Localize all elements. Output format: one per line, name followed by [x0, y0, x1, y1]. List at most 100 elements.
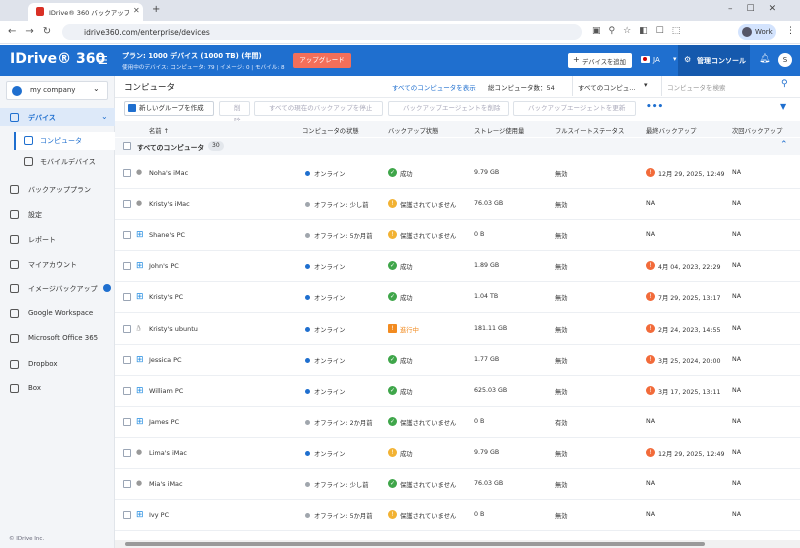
- full-suite: 無効: [555, 295, 568, 303]
- backup-icon: ✓: [388, 385, 397, 395]
- delete-button[interactable]: 削除: [219, 101, 250, 125]
- row-checkbox[interactable]: [123, 324, 131, 333]
- scrollbar-thumb[interactable]: [125, 542, 705, 546]
- row-checkbox[interactable]: [123, 355, 131, 364]
- logo[interactable]: IDrive® 360: [10, 51, 106, 67]
- nav-item[interactable]: イメージバックアップ: [28, 285, 98, 293]
- app-header: [0, 45, 800, 76]
- search-input[interactable]: コンピュータを検索: [667, 84, 726, 92]
- stop-backups: すべての現在のバックアップを停止: [269, 104, 373, 112]
- row-checkbox[interactable]: [123, 480, 131, 488]
- menu[interactable]: ⋮: [786, 26, 795, 36]
- column-header[interactable]: 名前 ↑: [149, 128, 169, 135]
- group-checkbox[interactable]: [123, 142, 131, 150]
- storage: 1.04 TB: [474, 293, 499, 301]
- row-divider: [115, 343, 800, 345]
- profile-avatar: [742, 27, 752, 37]
- row-divider: [115, 188, 800, 189]
- address-bar[interactable]: [62, 24, 582, 40]
- storage: 0 B: [474, 231, 485, 239]
- column-header[interactable]: 次回バックアップ: [732, 128, 783, 135]
- column-header[interactable]: コンピュータの状態: [302, 128, 359, 135]
- last-backup: NA: [646, 511, 656, 519]
- device-name[interactable]: Mia's iMac: [149, 480, 183, 488]
- device-name[interactable]: John's PC: [149, 262, 179, 271]
- update-agent-button[interactable]: バックアップエージェントを更新: [513, 101, 636, 116]
- row-checkbox[interactable]: [123, 448, 131, 457]
- tab-close[interactable]: ✕: [133, 6, 140, 15]
- nav-item[interactable]: デバイス: [28, 114, 56, 122]
- admin-console-tab[interactable]: [678, 45, 750, 76]
- nav-item[interactable]: レポート: [28, 236, 56, 244]
- storage: 76.03 GB: [474, 200, 504, 208]
- next-backup: NA: [732, 480, 742, 487]
- search-button[interactable]: ⚲: [781, 79, 788, 89]
- device-name[interactable]: Kristy's iMac: [149, 200, 190, 209]
- add-device-button[interactable]: [568, 53, 632, 68]
- nav-item[interactable]: Dropbox: [28, 360, 58, 368]
- device-name[interactable]: Ivy PC: [149, 511, 170, 520]
- filter-button[interactable]: ▼: [780, 102, 787, 111]
- backup-icon: !: [388, 230, 397, 240]
- show-all-link[interactable]: すべてのコンピュータを表示: [392, 84, 476, 92]
- row-checkbox[interactable]: [123, 386, 131, 395]
- backup-icon: ✓: [388, 168, 397, 177]
- collapse[interactable]: ⌃: [780, 140, 788, 150]
- row-divider: [115, 530, 800, 532]
- device-name[interactable]: James PC: [149, 417, 180, 426]
- nav-icon: [10, 260, 19, 269]
- toolbar-icons[interactable]: ▣⚲☆◧☐⬚: [592, 26, 689, 36]
- nav-item[interactable]: 設定: [28, 211, 42, 219]
- column-header[interactable]: フルスイートステータス: [555, 128, 625, 135]
- row-checkbox[interactable]: [123, 511, 131, 520]
- notifications[interactable]: 🔔︎: [759, 54, 771, 64]
- filter-select[interactable]: すべてのコンピュ...: [578, 84, 636, 92]
- create-group-button[interactable]: 新しいグループを作成: [124, 101, 214, 116]
- device-name[interactable]: Kristy's ubuntu: [149, 324, 198, 333]
- status-dot: [305, 357, 310, 363]
- backup-status: 成功: [400, 388, 413, 396]
- device-name[interactable]: Shane's PC: [149, 231, 186, 240]
- avatar[interactable]: S: [778, 53, 792, 67]
- row-checkbox[interactable]: [123, 169, 131, 177]
- full-suite: 無効: [555, 233, 568, 241]
- row-checkbox[interactable]: [123, 200, 131, 209]
- device-name[interactable]: Kristy's PC: [149, 293, 184, 302]
- device-name[interactable]: William PC: [149, 386, 184, 395]
- nav-buttons[interactable]: ←→↻: [8, 26, 61, 37]
- company-select[interactable]: [6, 81, 108, 100]
- nav-item[interactable]: モバイルデバイス: [40, 158, 96, 166]
- row-checkbox[interactable]: [123, 262, 131, 271]
- column-header[interactable]: バックアップ状態: [388, 128, 439, 135]
- nav-item[interactable]: マイアカウント: [28, 261, 77, 269]
- hamburger[interactable]: ☰: [98, 54, 108, 67]
- last-backup: 3月 17, 2025, 13:11: [658, 388, 721, 396]
- browser-tab[interactable]: [28, 3, 143, 21]
- device-name[interactable]: Lima's iMac: [149, 448, 187, 457]
- row-checkbox[interactable]: [123, 293, 131, 302]
- backup-icon: ✓: [388, 354, 397, 364]
- stop-backups-button[interactable]: すべての現在のバックアップを停止: [254, 101, 383, 116]
- nav-item[interactable]: Microsoft Office 365: [28, 334, 99, 342]
- nav-item[interactable]: バックアッププラン: [28, 186, 91, 194]
- row-checkbox[interactable]: [123, 417, 131, 426]
- row-checkbox[interactable]: [123, 231, 131, 240]
- os-icon: ⊞: [136, 385, 144, 396]
- column-header[interactable]: 最終バックアップ: [646, 128, 697, 135]
- url: idrive360.com/enterprise/devices: [84, 28, 210, 37]
- nav-item[interactable]: Box: [28, 384, 42, 392]
- language[interactable]: JA: [653, 56, 660, 64]
- column-header[interactable]: ストレージ使用量: [474, 128, 525, 135]
- tab-icon: [36, 7, 44, 16]
- warning-icon: !: [646, 385, 655, 395]
- upgrade-button[interactable]: アップグレード: [293, 53, 351, 68]
- device-name[interactable]: Noha's iMac: [149, 169, 189, 177]
- remove-agent-button[interactable]: バックアップエージェントを削除: [388, 101, 509, 116]
- device-name[interactable]: Jessica PC: [149, 355, 182, 364]
- nav-item[interactable]: コンピュータ: [40, 137, 82, 145]
- window-controls[interactable]: –☐✕: [728, 4, 791, 14]
- backup-icon: !: [388, 510, 397, 520]
- new-tab[interactable]: +: [152, 4, 161, 15]
- more[interactable]: •••: [646, 102, 664, 112]
- nav-item[interactable]: Google Workspace: [28, 309, 94, 317]
